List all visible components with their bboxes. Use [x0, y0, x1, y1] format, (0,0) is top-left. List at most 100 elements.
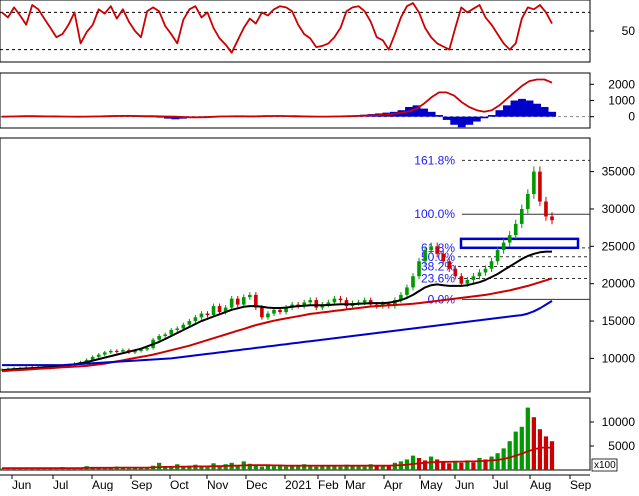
candle-body [447, 261, 452, 269]
moving-average-ma20 [1, 250, 552, 372]
volume-bar [42, 468, 47, 470]
candle-body [465, 279, 470, 284]
volume-bar [380, 465, 385, 470]
macd-histogram-bar [518, 98, 526, 117]
volume-bar [181, 466, 186, 470]
volume-bar [441, 462, 446, 470]
candle-body [157, 335, 161, 340]
fibonacci-level-label: 161.8% [414, 153, 455, 167]
macd-histogram-bar [487, 115, 496, 117]
macd-histogram-bar [533, 103, 541, 117]
volume-bar [374, 465, 379, 470]
macd-histogram-bar [420, 108, 428, 117]
x-axis-label: Aug [92, 478, 113, 491]
x-axis-label: Sep [131, 478, 153, 491]
candle-body [362, 300, 367, 303]
volume-bar [296, 466, 301, 470]
volume-bar [326, 466, 331, 470]
candle-body [302, 302, 307, 307]
candle-body [260, 307, 264, 318]
candle-body [507, 235, 512, 243]
volume-bar [447, 463, 452, 470]
volume-bar [18, 468, 23, 470]
candle-body [332, 298, 337, 303]
volume-bar [350, 465, 355, 470]
candle-body [489, 261, 494, 269]
candle-body [205, 313, 210, 316]
macd-signal-line [1, 78, 553, 119]
candle-body [175, 328, 180, 330]
candle-body [344, 300, 349, 307]
volume-bar [459, 462, 464, 470]
volume-bar [513, 431, 518, 470]
candle-body [96, 354, 101, 357]
candle-body [121, 350, 125, 352]
volume-bar [549, 441, 555, 470]
volume-bar [24, 469, 29, 470]
stochastic-axis-tick-label: 50 [622, 24, 636, 38]
macd-histogram-bar [435, 115, 444, 117]
volume-bar [386, 466, 391, 470]
candle-body [254, 294, 258, 308]
volume-bar [543, 436, 549, 470]
volume-bar [465, 460, 470, 470]
volume-bar [531, 417, 536, 470]
candle-body [199, 313, 204, 318]
volume-bar [259, 466, 265, 470]
candle-body [441, 253, 446, 262]
moving-average-ma200 [2, 300, 553, 367]
volume-bar [507, 441, 512, 470]
price-axis-tick-label: 25000 [602, 239, 636, 253]
candle-body [139, 349, 143, 351]
macd-histogram-bar [412, 105, 421, 117]
candle-body [526, 194, 530, 209]
candle-body [223, 307, 228, 313]
stochastic-line [1, 2, 553, 54]
macd-histogram-bar [457, 116, 466, 128]
macd-axis-tick-label: 0 [628, 110, 635, 124]
volume-bar [362, 466, 367, 470]
macd-histogram-bar [465, 116, 474, 125]
volume-bar [48, 468, 53, 470]
candle-body [417, 261, 421, 277]
volume-bar [314, 466, 319, 470]
price-axis-tick-label: 20000 [602, 277, 636, 291]
volume-bar [489, 456, 494, 470]
volume-bar [247, 463, 252, 470]
volume-panel-frame [0, 397, 591, 471]
candle-body [217, 306, 222, 313]
macd-panel-frame [0, 72, 591, 129]
fibonacci-level-label: 38.2% [421, 259, 455, 273]
candle-body [495, 250, 500, 262]
volume-bar [205, 467, 210, 470]
volume-bar [477, 458, 482, 470]
candle-body [338, 298, 343, 301]
price-axis-tick-label: 35000 [602, 165, 636, 179]
volume-bar [120, 468, 125, 470]
candle-body [115, 350, 119, 352]
volume-axis-tick-label: 5000 [608, 439, 635, 453]
x-axis-label: Oct [170, 478, 189, 491]
volume-bar [11, 468, 17, 470]
volume-bar [187, 465, 192, 470]
volume-bar [344, 464, 349, 470]
volume-bar [519, 426, 524, 470]
candle-body [501, 242, 506, 251]
support-zone-box [459, 237, 580, 250]
volume-bar [283, 466, 289, 470]
macd-histogram-bar [540, 106, 549, 117]
x-axis-label: Nov [207, 478, 228, 491]
macd-histogram-bar [171, 116, 180, 120]
volume-bar [483, 459, 488, 470]
candle-body [519, 208, 524, 224]
volume-bar [332, 465, 337, 470]
fibonacci-level-label: 50.0% [421, 250, 455, 264]
candle-body [393, 300, 397, 307]
candle-body [247, 294, 252, 298]
moving-average-ma50 [1, 277, 553, 373]
volume-bar [54, 469, 59, 470]
candle-body [429, 246, 433, 251]
volume-bar [72, 468, 77, 470]
volume-bar [410, 455, 416, 470]
